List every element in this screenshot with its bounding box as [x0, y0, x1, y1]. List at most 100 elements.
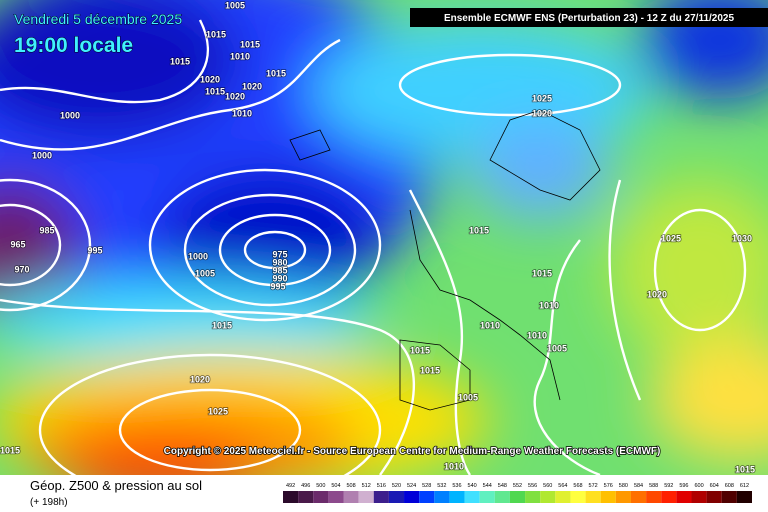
isobar-label: 1010	[527, 330, 547, 340]
isobar-label: 1020	[200, 74, 220, 84]
colorbar-label: 492	[286, 483, 295, 489]
colorbar-label: 496	[301, 483, 310, 489]
model-info: Ensemble ECMWF ENS (Perturbation 23) - 1…	[444, 13, 735, 24]
isobar-label: 965	[10, 239, 25, 249]
colorbar: 492 496 500 504 508 512 516 520 524 528 532 536 540 5…	[283, 483, 752, 503]
colorbar-cell	[358, 491, 374, 503]
isobar-label: 1005	[225, 0, 245, 10]
colorbar-label: 584	[634, 483, 643, 489]
isobar-label: 985	[272, 265, 287, 275]
isobars	[0, 19, 747, 475]
colorbar-label: 596	[679, 483, 688, 489]
colorbar-cell	[449, 491, 465, 503]
isobar-label: 1015	[212, 320, 232, 330]
isobar-label: 1005	[547, 343, 567, 353]
colorbar-cell	[388, 491, 405, 503]
colorbar-cell	[525, 491, 541, 503]
forecast-date: Vendredi 5 décembre 2025	[14, 11, 182, 27]
isobar-label: 980	[272, 257, 287, 267]
colorbar-cell	[404, 491, 420, 503]
colorbar-cell	[494, 491, 510, 503]
colorbar-label: 520	[392, 483, 401, 489]
colorbar-label: 524	[407, 483, 416, 489]
isobar-label: 1015	[0, 445, 20, 455]
colorbar-label: 576	[604, 483, 613, 489]
isobar-label: 1015	[410, 345, 430, 355]
colorbar-label: 572	[589, 483, 598, 489]
footer-title: Géop. Z500 & pression au sol	[30, 478, 202, 493]
isobar-label: 1025	[208, 406, 228, 416]
colorbar-label: 516	[377, 483, 386, 489]
colorbar-label: 568	[573, 483, 582, 489]
colorbar-label: 536	[452, 483, 461, 489]
colorbar-label: 560	[543, 483, 552, 489]
isobar-label: 1020	[225, 91, 245, 101]
colorbar-label: 604	[710, 483, 719, 489]
colorbar-label: 512	[362, 483, 371, 489]
isobar-label: 1005	[458, 392, 478, 402]
isobar-label: 1015	[469, 225, 489, 235]
isobar-label: 995	[87, 245, 102, 255]
colorbar-cell	[691, 491, 707, 503]
colorbar-label: 580	[619, 483, 628, 489]
colorbar-label: 500	[316, 483, 325, 489]
colorbar-label: 564	[558, 483, 567, 489]
colorbar-cell	[328, 491, 344, 503]
colorbar-cell	[283, 491, 299, 503]
isobar-label: 1015	[206, 29, 226, 39]
isobar-labels: 1005 1015 1015 1010 1015 1015 1020 1020 1015 1020…	[0, 0, 756, 475]
colorbar-label: 548	[498, 483, 507, 489]
colorbar-cell	[630, 491, 647, 503]
colorbar-cell	[464, 491, 480, 503]
colorbar-cell	[570, 491, 586, 503]
isobar-label: 985	[39, 225, 54, 235]
colorbar-label: 540	[468, 483, 477, 489]
isobar-label: 1005	[195, 268, 215, 278]
colorbar-cell	[509, 491, 526, 503]
colorbar-cell	[736, 491, 752, 503]
isobar-label: 995	[270, 281, 285, 291]
colorbar-label: 508	[346, 483, 355, 489]
isobar-label: 1030	[732, 233, 752, 243]
isobar-label: 1010	[444, 461, 464, 471]
isobar-label: 1010	[539, 300, 559, 310]
colorbar-cell	[343, 491, 359, 503]
colorbar-label: 592	[664, 483, 673, 489]
isobar-label: 1020	[190, 374, 210, 384]
colorbar-cell	[600, 491, 616, 503]
colorbar-cell	[313, 491, 329, 503]
colorbar-label: 552	[513, 483, 522, 489]
colorbar-label: 608	[725, 483, 734, 489]
isobar-label: 1025	[661, 233, 681, 243]
colorbar-cell	[419, 491, 435, 503]
colorbar-cell	[540, 491, 556, 503]
isobar-label: 1015	[170, 56, 190, 66]
isobar-label: 1020	[647, 289, 667, 299]
isobar-label: 975	[272, 249, 287, 259]
colorbar-cell	[373, 491, 389, 503]
copyright: Copyright © 2025 Meteociel.fr - Source E…	[164, 446, 661, 457]
isobar-label: 1015	[266, 68, 286, 78]
colorbar-cell	[555, 491, 571, 503]
header-box	[410, 8, 768, 27]
coastlines	[289, 109, 601, 411]
isobar-label: 1015	[735, 464, 755, 474]
colorbar-cell	[721, 491, 737, 503]
forecast-time: 19:00 locale	[14, 34, 133, 57]
isobar-label: 1010	[232, 108, 252, 118]
colorbar-label: 532	[437, 483, 446, 489]
isobar-label: 990	[272, 273, 287, 283]
isobar-label: 1000	[60, 110, 80, 120]
colorbar-cell	[676, 491, 692, 503]
forecast-lead: (+ 198h)	[30, 497, 68, 508]
colorbar-cell	[661, 491, 677, 503]
isobar-label: 970	[14, 264, 29, 274]
colorbar-cell	[434, 491, 450, 503]
colorbar-cell	[706, 491, 722, 503]
colorbar-label: 600	[694, 483, 703, 489]
colorbar-label: 544	[483, 483, 492, 489]
isobar-label: 1020	[532, 108, 552, 118]
